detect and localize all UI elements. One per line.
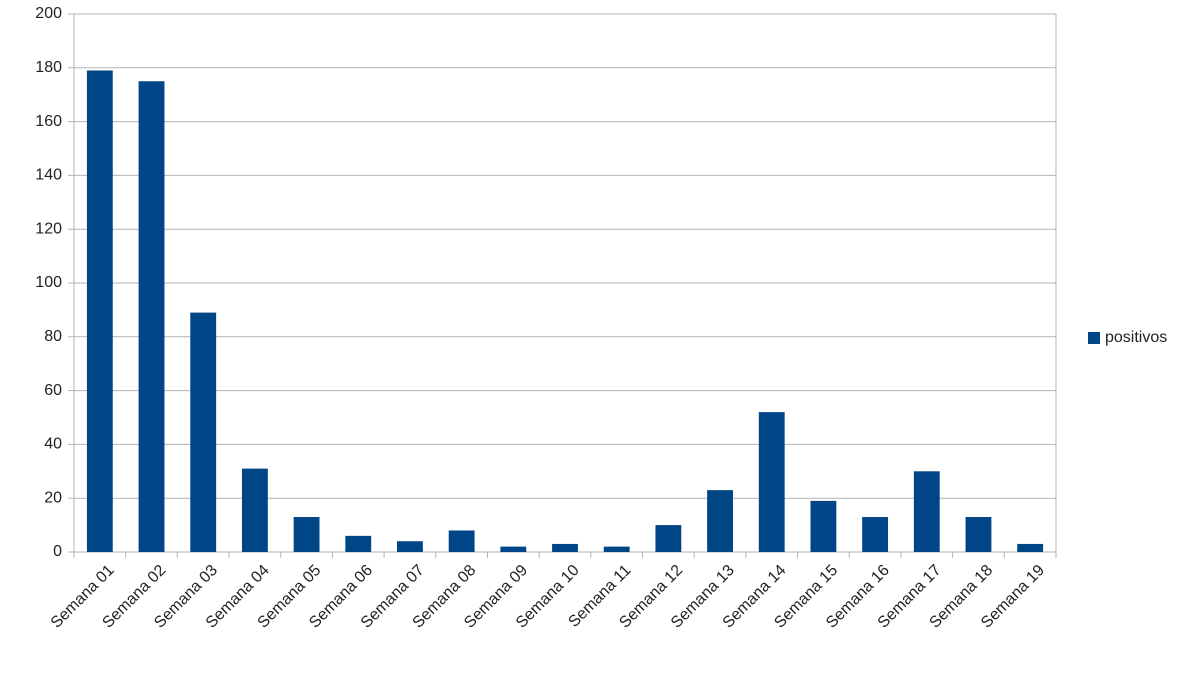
legend-swatch	[1088, 332, 1100, 344]
bar	[241, 468, 268, 552]
bar	[913, 471, 940, 552]
y-tick-label: 0	[53, 543, 62, 560]
bar	[138, 81, 165, 552]
y-tick-label: 140	[35, 167, 62, 184]
bar	[758, 412, 785, 552]
y-tick-label: 200	[35, 5, 62, 22]
bar	[965, 517, 992, 552]
bar	[552, 543, 578, 552]
bar	[603, 546, 630, 552]
bar	[500, 546, 527, 552]
y-tick-label: 60	[44, 382, 62, 399]
bar	[448, 530, 475, 552]
y-tick-label: 160	[35, 113, 62, 130]
bar	[345, 535, 372, 552]
y-tick-label: 100	[35, 274, 62, 291]
bar	[862, 517, 889, 552]
bar	[707, 490, 733, 552]
bar	[293, 517, 320, 552]
bar	[86, 70, 113, 553]
y-tick-label: 20	[44, 489, 62, 506]
bar	[810, 500, 837, 552]
y-tick-label: 40	[44, 436, 62, 453]
bar	[655, 525, 682, 552]
bar	[397, 541, 423, 552]
y-tick-label: 180	[35, 59, 62, 76]
bar	[190, 312, 217, 552]
y-tick-label: 80	[44, 328, 62, 345]
y-tick-label: 120	[35, 220, 62, 237]
bar	[1017, 543, 1044, 552]
legend-label: positivos	[1105, 329, 1167, 346]
